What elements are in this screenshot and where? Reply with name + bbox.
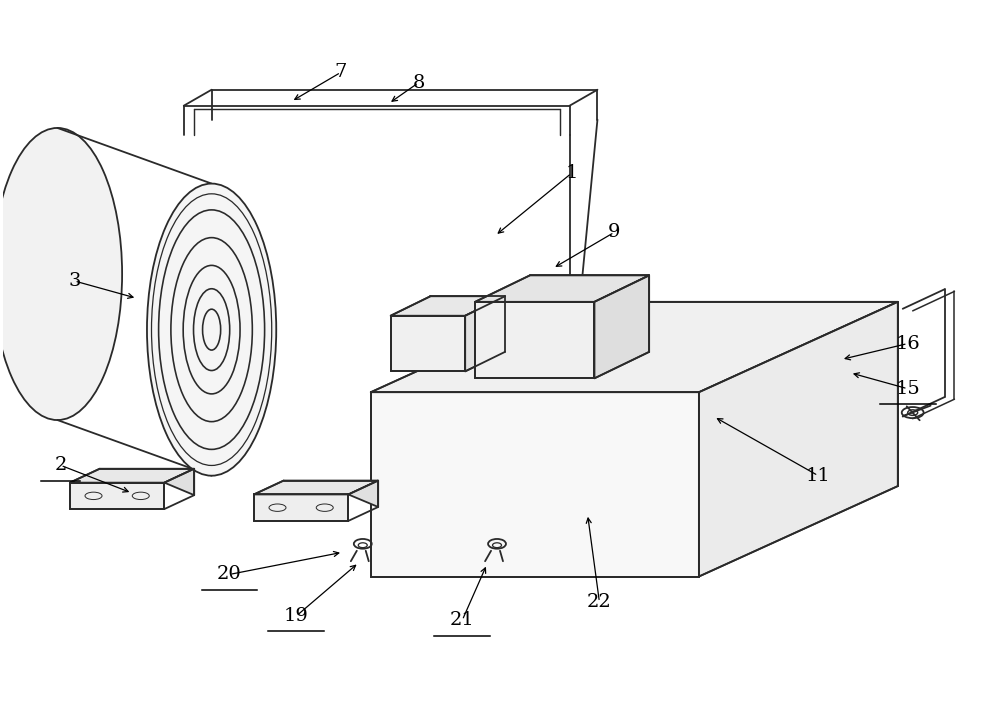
Text: 22: 22	[587, 593, 612, 611]
Polygon shape	[391, 297, 505, 315]
Text: 3: 3	[68, 272, 81, 290]
Ellipse shape	[147, 184, 276, 476]
Polygon shape	[699, 302, 898, 576]
Polygon shape	[594, 275, 649, 379]
Text: 9: 9	[608, 224, 621, 241]
Polygon shape	[254, 481, 378, 494]
Text: 8: 8	[412, 74, 425, 92]
Text: 15: 15	[895, 380, 920, 397]
Text: 2: 2	[54, 456, 67, 475]
Text: 11: 11	[806, 467, 831, 484]
Polygon shape	[475, 275, 649, 302]
Polygon shape	[254, 494, 348, 521]
Polygon shape	[371, 302, 898, 393]
Polygon shape	[164, 469, 194, 495]
Ellipse shape	[0, 128, 122, 420]
Text: 7: 7	[335, 63, 347, 81]
Text: 1: 1	[565, 164, 578, 182]
Polygon shape	[371, 393, 699, 576]
Polygon shape	[70, 469, 194, 482]
Polygon shape	[465, 297, 505, 372]
Polygon shape	[348, 481, 378, 507]
Text: 20: 20	[217, 566, 242, 583]
Text: 16: 16	[895, 334, 920, 353]
Polygon shape	[70, 482, 164, 509]
Text: 19: 19	[284, 607, 309, 625]
Polygon shape	[391, 315, 465, 372]
Polygon shape	[475, 302, 594, 379]
Text: 21: 21	[450, 611, 475, 629]
